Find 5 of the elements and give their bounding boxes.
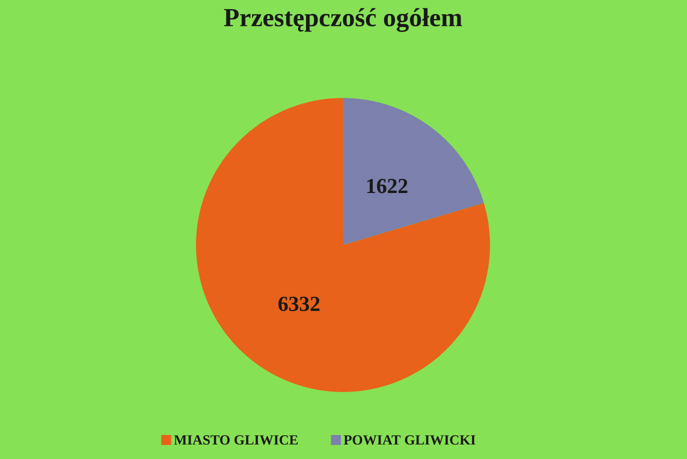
chart-title: Przestępczość ogółem	[224, 8, 462, 32]
data-label: 6332	[278, 296, 320, 312]
legend-label: MIASTO GLIWICE	[174, 435, 298, 445]
legend-label: POWIAT GLIWICKI	[344, 435, 476, 445]
data-label: 1622	[367, 178, 408, 194]
